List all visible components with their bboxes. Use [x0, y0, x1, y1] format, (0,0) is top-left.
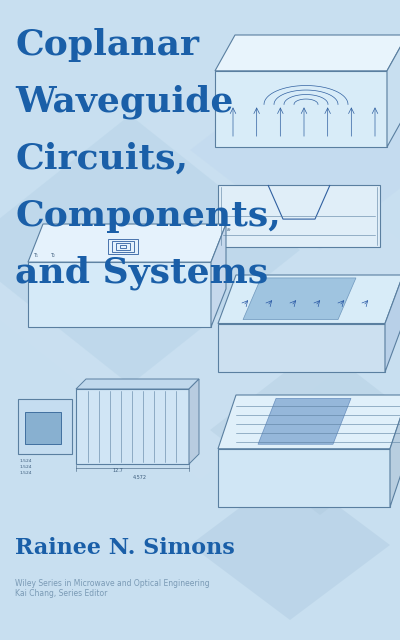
Polygon shape	[28, 224, 226, 262]
Polygon shape	[215, 71, 387, 147]
Polygon shape	[210, 345, 400, 515]
Polygon shape	[190, 470, 390, 620]
Polygon shape	[211, 224, 226, 327]
Text: 1.524: 1.524	[20, 471, 32, 475]
Polygon shape	[387, 35, 400, 147]
Polygon shape	[218, 275, 400, 323]
Text: $\epsilon_r$: $\epsilon_r$	[226, 227, 233, 234]
Text: Components,: Components,	[15, 199, 281, 233]
Text: 12.7: 12.7	[112, 468, 124, 473]
Text: Rainee N. Simons: Rainee N. Simons	[15, 537, 235, 559]
FancyBboxPatch shape	[76, 389, 189, 464]
Text: 1.524: 1.524	[20, 465, 32, 469]
Polygon shape	[385, 275, 400, 372]
Text: Wiley Series in Microwave and Optical Engineering: Wiley Series in Microwave and Optical En…	[15, 579, 210, 588]
Text: Coplanar: Coplanar	[15, 28, 199, 62]
FancyBboxPatch shape	[18, 399, 72, 454]
Polygon shape	[258, 398, 351, 444]
Polygon shape	[190, 50, 400, 250]
Text: T₂: T₂	[50, 253, 55, 258]
Text: 1.524: 1.524	[20, 459, 32, 463]
Polygon shape	[218, 323, 385, 372]
Polygon shape	[390, 395, 400, 507]
Polygon shape	[189, 379, 199, 464]
Text: and Systems: and Systems	[15, 256, 268, 291]
Text: 4.572: 4.572	[133, 475, 147, 480]
Text: Kai Chang, Series Editor: Kai Chang, Series Editor	[15, 589, 107, 598]
Polygon shape	[218, 449, 390, 507]
FancyBboxPatch shape	[25, 412, 61, 444]
Polygon shape	[215, 35, 400, 71]
Text: T₁: T₁	[33, 253, 38, 258]
Polygon shape	[28, 262, 211, 327]
FancyBboxPatch shape	[218, 185, 380, 247]
Polygon shape	[243, 278, 356, 319]
Polygon shape	[218, 395, 400, 449]
Polygon shape	[0, 80, 400, 480]
Text: Circuits,: Circuits,	[15, 142, 188, 176]
Polygon shape	[76, 379, 199, 389]
Polygon shape	[0, 115, 300, 385]
Text: Waveguide: Waveguide	[15, 84, 233, 119]
